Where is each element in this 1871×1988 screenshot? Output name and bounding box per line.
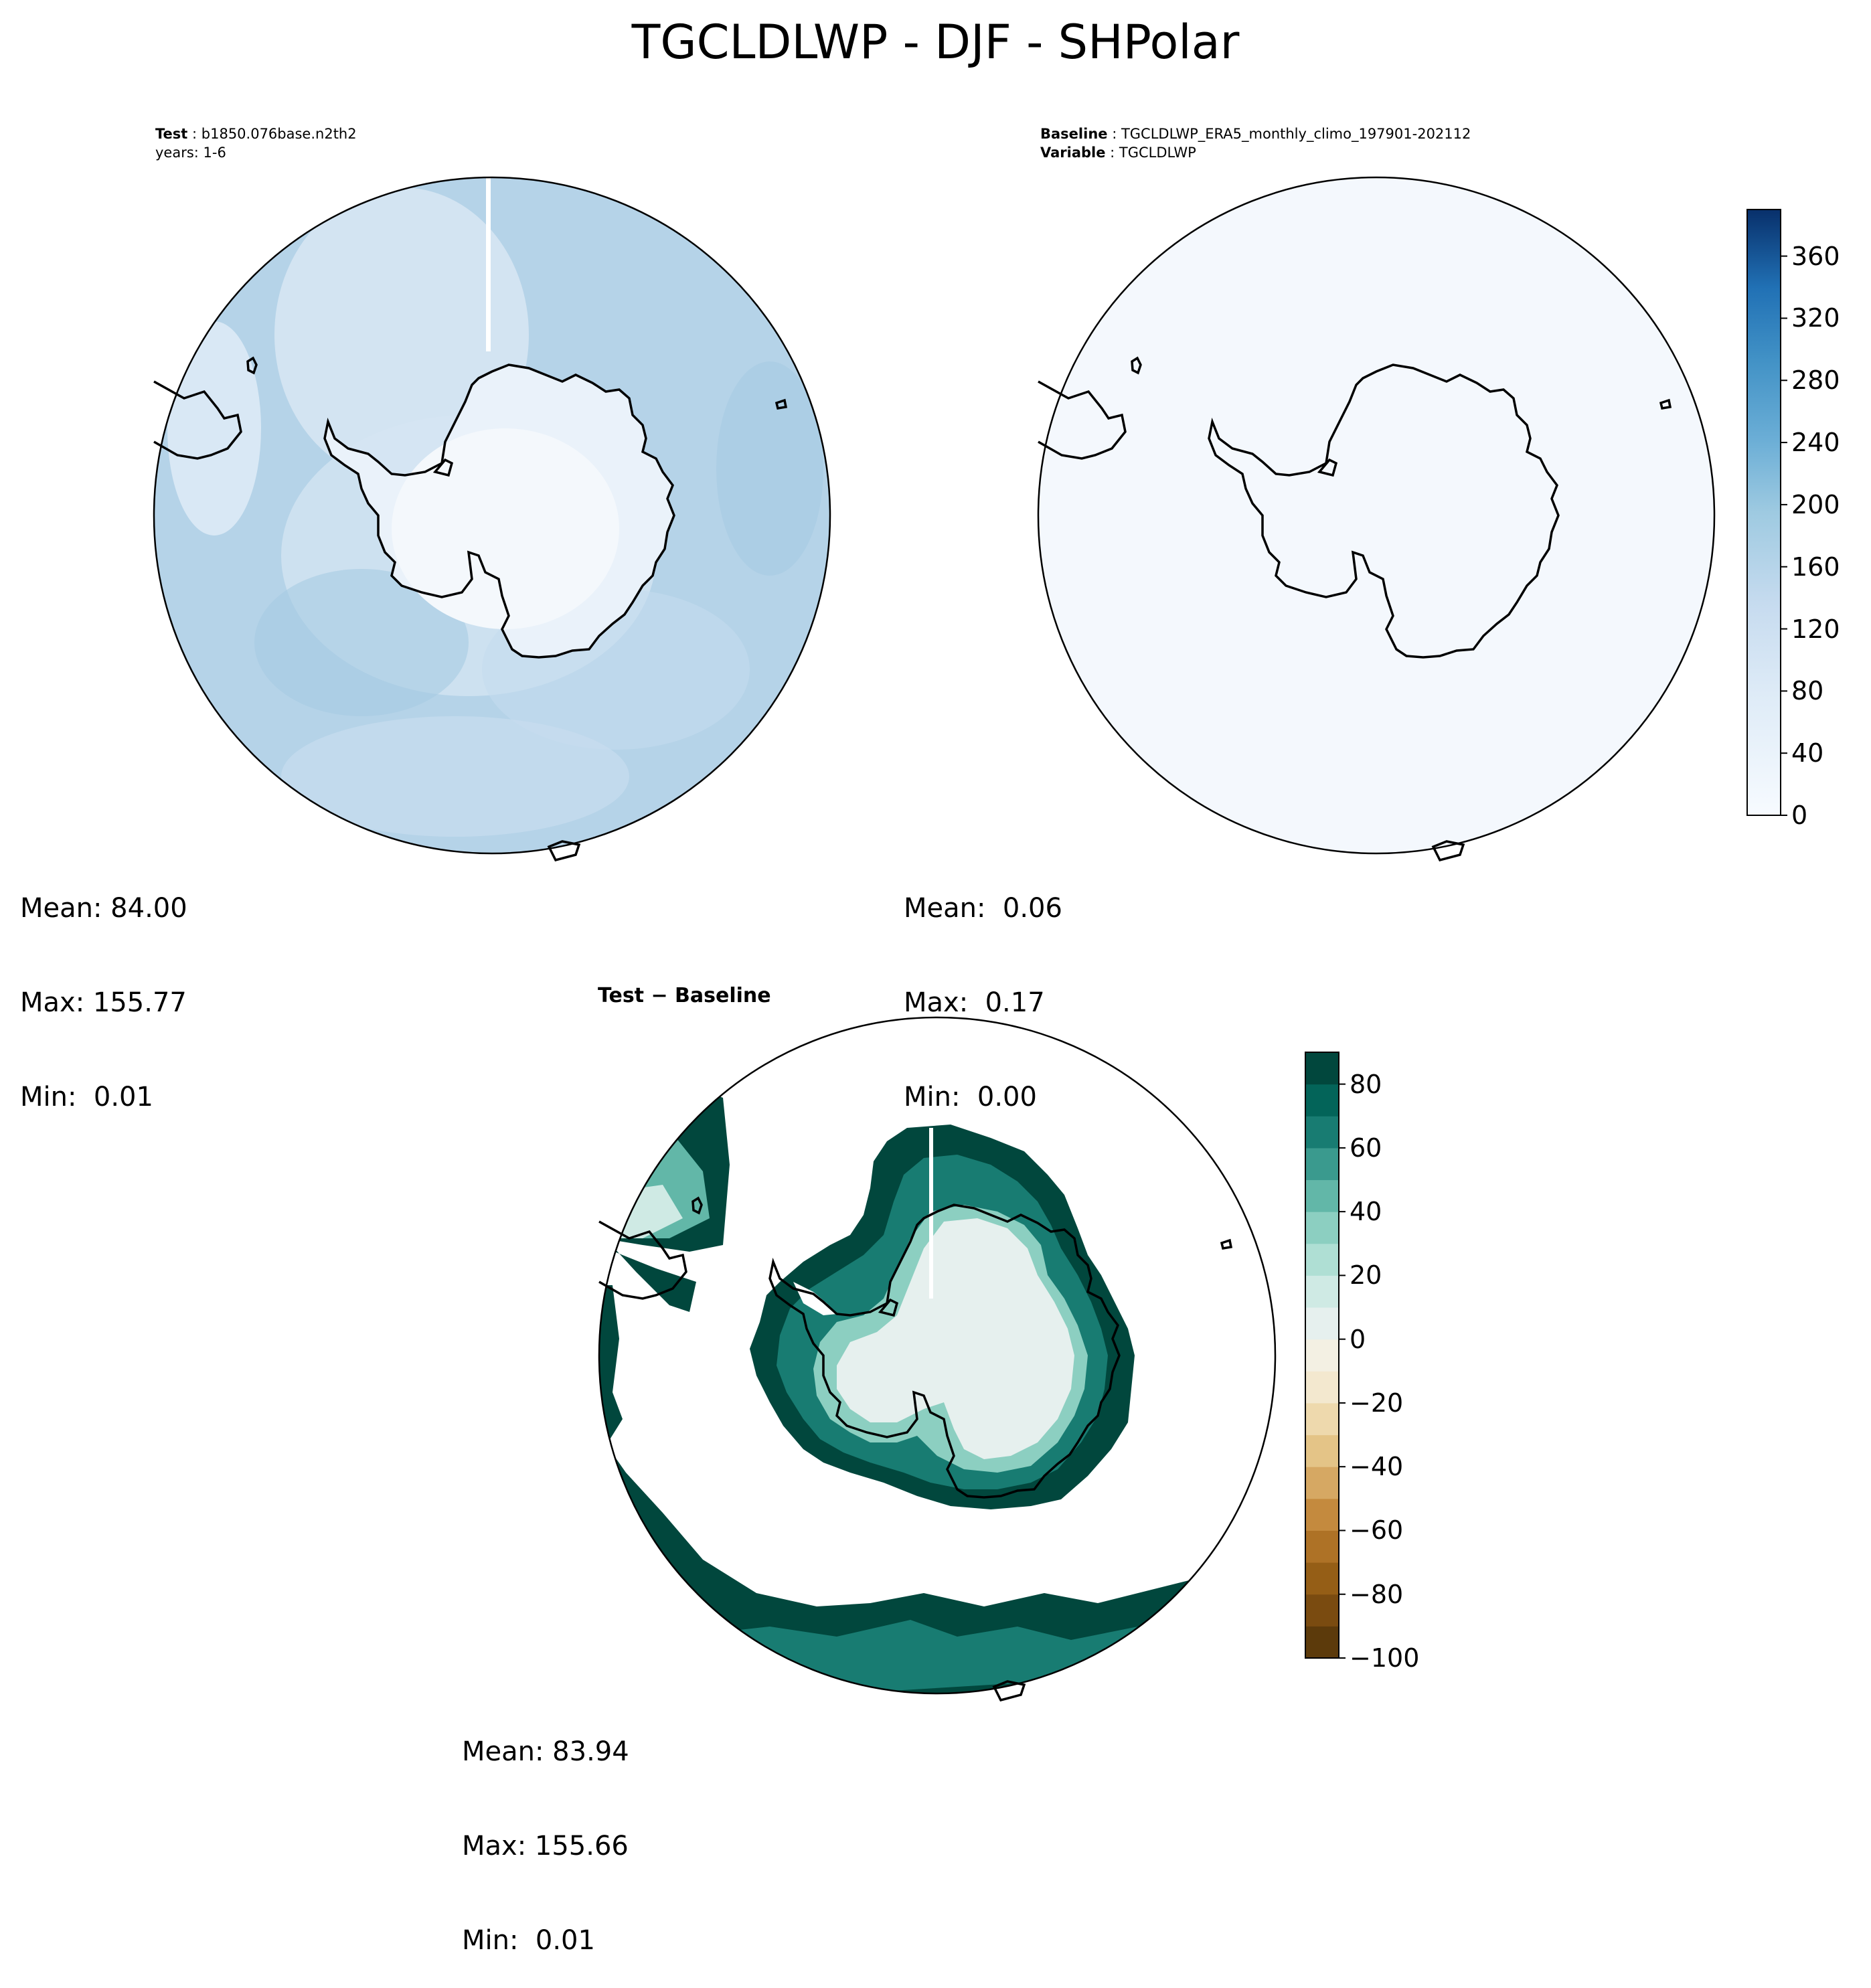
colorbar-tick-label: −100 — [1350, 1643, 1420, 1673]
colorbar-tick-label: 20 — [1350, 1260, 1382, 1291]
colorbar-absolute — [1746, 209, 1787, 816]
colorbar-swatch — [1305, 1179, 1339, 1212]
difference-mean: Mean: 83.94 — [462, 1736, 629, 1767]
baseline-map-boundary — [1037, 176, 1716, 855]
baseline-map — [1037, 176, 1716, 861]
colorbar-difference — [1305, 1052, 1346, 1659]
test-stats: Mean: 84.00 Max: 155.77 Min: 0.01 — [20, 830, 187, 1145]
colorbar-absolute-ticks — [1781, 255, 1787, 816]
test-max: Max: 155.77 — [20, 987, 187, 1018]
colorbar-swatch — [1305, 1275, 1339, 1308]
colorbar-swatch — [1305, 1530, 1339, 1563]
colorbar-tick-label: 280 — [1791, 365, 1840, 396]
colorbar-difference-ticks — [1339, 1083, 1346, 1659]
colorbar-swatch — [1305, 1434, 1339, 1467]
colorbar-swatch — [1305, 1243, 1339, 1276]
colorbar-swatch — [1305, 1402, 1339, 1436]
colorbar-difference-frame — [1305, 1052, 1339, 1659]
baseline-variable: Variable : TGCLDLWP — [1040, 145, 1196, 161]
colorbar-swatch — [1305, 1116, 1339, 1149]
colorbar-tick-label: 60 — [1350, 1133, 1382, 1163]
colorbar-tick-label: 0 — [1791, 801, 1808, 830]
colorbar-tick-label: 160 — [1791, 552, 1840, 582]
test-map — [153, 176, 831, 861]
difference-max: Max: 155.66 — [462, 1831, 629, 1861]
colorbar-swatch — [1305, 1147, 1339, 1181]
colorbar-tick-label: 40 — [1791, 738, 1824, 768]
colorbar-swatch — [1305, 1307, 1339, 1340]
colorbar-tick-label: 320 — [1791, 303, 1840, 333]
colorbar-swatch — [1305, 1562, 1339, 1595]
colorbar-tick-label: 240 — [1791, 428, 1840, 458]
baseline-mean: Mean: 0.06 — [904, 893, 1062, 924]
colorbar-tick-label: −40 — [1350, 1452, 1404, 1482]
colorbar-swatch — [1305, 1371, 1339, 1404]
figure-title: TGCLDLWP - DJF - SHPolar — [631, 15, 1240, 70]
figure-canvas — [153, 176, 1787, 1702]
variable-name: TGCLDLWP — [1119, 145, 1196, 161]
test-label: Test : b1850.076base.n2th2 — [155, 126, 357, 142]
difference-min: Min: 0.01 — [462, 1925, 595, 1956]
baseline-stats: Mean: 0.06 Max: 0.17 Min: 0.00 — [904, 830, 1062, 1145]
difference-map-boundary — [598, 1016, 1277, 1695]
test-years: years: 1-6 — [155, 145, 226, 161]
colorbar-difference-swatches — [1305, 1052, 1339, 1659]
colorbar-tick-label: 200 — [1791, 489, 1840, 519]
test-case-name: b1850.076base.n2th2 — [201, 126, 357, 142]
colorbar-swatch — [1305, 1498, 1339, 1531]
baseline-label: Baseline : TGCLDLWP_ERA5_monthly_climo_1… — [1040, 126, 1471, 142]
baseline-case-name: TGCLDLWP_ERA5_monthly_climo_197901-20211… — [1121, 126, 1471, 142]
colorbar-tick-label: 80 — [1350, 1069, 1382, 1099]
colorbar-absolute-bar — [1746, 209, 1781, 816]
test-mean: Mean: 84.00 — [20, 893, 187, 924]
variable-label-key: Variable — [1040, 145, 1106, 161]
colorbar-tick-label: 40 — [1350, 1197, 1382, 1227]
test-map-boundary — [153, 176, 831, 855]
colorbar-tick-label: 360 — [1791, 241, 1840, 271]
difference-stats: Mean: 83.94 Max: 155.66 Min: 0.01 — [462, 1673, 629, 1988]
colorbar-tick-label: −20 — [1350, 1388, 1404, 1418]
colorbar-tick-label: 120 — [1791, 614, 1840, 644]
colorbar-swatch — [1305, 1626, 1339, 1659]
colorbar-tick-label: −80 — [1350, 1579, 1404, 1609]
colorbar-swatch — [1305, 1052, 1339, 1085]
baseline-min: Min: 0.00 — [904, 1082, 1037, 1112]
colorbar-swatch — [1305, 1212, 1339, 1244]
colorbar-swatch — [1305, 1594, 1339, 1627]
colorbar-swatch — [1305, 1084, 1339, 1116]
colorbar-tick-label: 0 — [1350, 1324, 1366, 1354]
colorbar-swatch — [1305, 1467, 1339, 1499]
test-label-key: Test — [155, 126, 188, 142]
test-min: Min: 0.01 — [20, 1082, 153, 1112]
baseline-label-key: Baseline — [1040, 126, 1108, 142]
colorbar-tick-label: −60 — [1350, 1515, 1404, 1546]
difference-title: Test − Baseline — [598, 984, 771, 1007]
colorbar-swatch — [1305, 1339, 1339, 1372]
colorbar-tick-label: 80 — [1791, 676, 1824, 706]
baseline-max: Max: 0.17 — [904, 987, 1045, 1018]
